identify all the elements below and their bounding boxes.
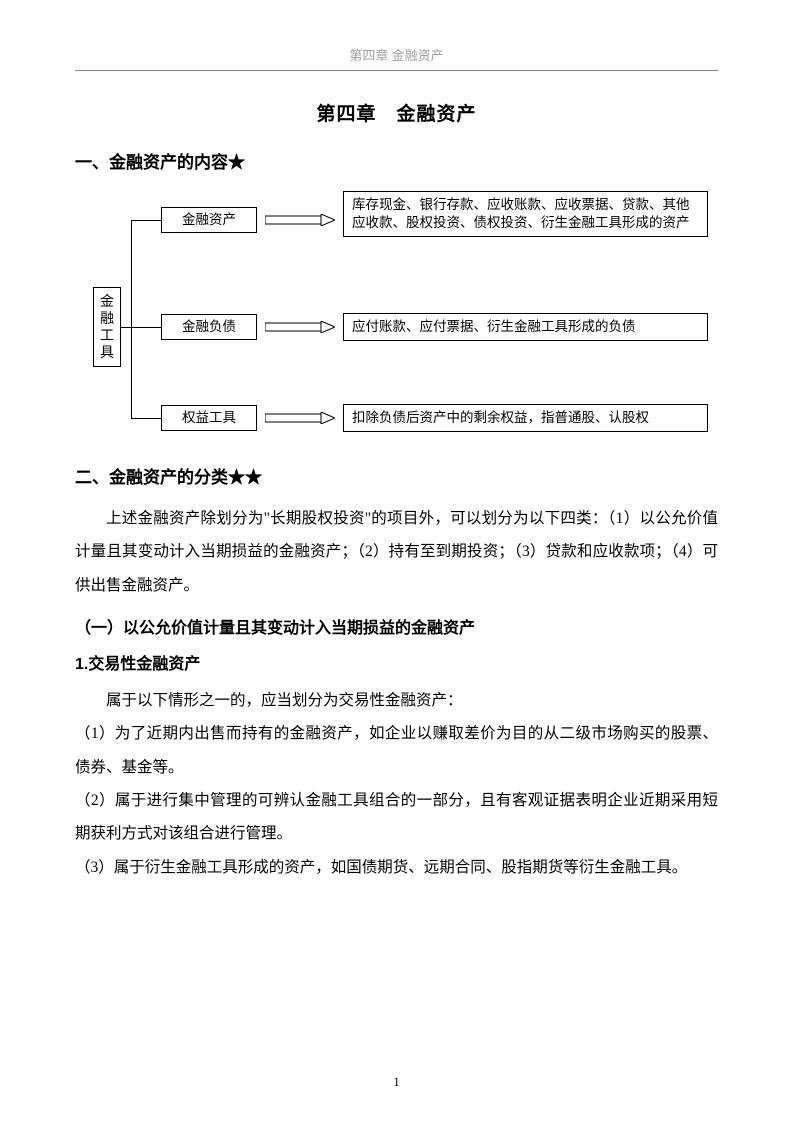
arrow-icon [265,214,335,226]
arrow-icon [265,412,335,424]
diagram-desc-box: 扣除负债后资产中的剩余权益，指普通股、认股权 [343,404,708,432]
diagram-category-label: 金融资产 [182,212,236,227]
section-2-sub1: （一）以公允价值计量且其变动计入当期损益的金融资产 [75,614,718,638]
section-2-sub2: 1.交易性金融资产 [75,650,718,674]
diagram-desc-text: 库存现金、银行存款、应收账款、应收票据、贷款、其他应收款、股权投资、债权投资、衍… [352,197,690,230]
diagram-root-box: 金融工具 [93,287,121,367]
diagram-category-box: 权益工具 [161,405,257,431]
list-item: （1）为了近期内出售而持有的金融资产，如企业以赚取差价为目的从二级市场购买的股票… [75,717,718,784]
diagram-category-label: 权益工具 [182,410,236,425]
diagram-category-label: 金融负债 [182,319,236,334]
page-number: 1 [0,1074,793,1090]
diagram-desc-text: 应付账款、应付票据、衍生金融工具形成的负债 [352,319,636,334]
diagram-desc-box: 库存现金、银行存款、应收账款、应收票据、贷款、其他应收款、股权投资、债权投资、衍… [343,191,708,237]
list-item: （3）属于衍生金融工具形成的资产，如国债期货、远期合同、股指期货等衍生金融工具。 [75,851,718,884]
section-2-sub2-intro: 属于以下情形之一的，应当划分为交易性金融资产： [75,684,718,717]
section-1-heading: 一、金融资产的内容★ [75,148,718,173]
page-header: 第四章 金融资产 [75,45,718,71]
section-2-intro: 上述金融资产除划分为"长期股权投资"的项目外，可以划分为以下四类：（1）以公允价… [75,502,718,602]
financial-instruments-diagram: 金融工具 金融资产 库存现金、银行存款、应收账款、应收票据、贷款、其他应收款、股… [75,187,718,447]
diagram-desc-text: 扣除负债后资产中的剩余权益，指普通股、认股权 [352,410,649,425]
diagram-category-box: 金融资产 [161,207,257,233]
section-2-heading: 二、金融资产的分类★★ [75,463,718,488]
list-item: （2）属于进行集中管理的可辨认金融工具组合的一部分，且有客观证据表明企业近期采用… [75,784,718,851]
arrow-icon [265,321,335,333]
diagram-desc-box: 应付账款、应付票据、衍生金融工具形成的负债 [343,313,708,341]
chapter-title: 第四章 金融资产 [75,99,718,126]
diagram-root-label: 金融工具 [100,295,114,361]
diagram-category-box: 金融负债 [161,314,257,340]
